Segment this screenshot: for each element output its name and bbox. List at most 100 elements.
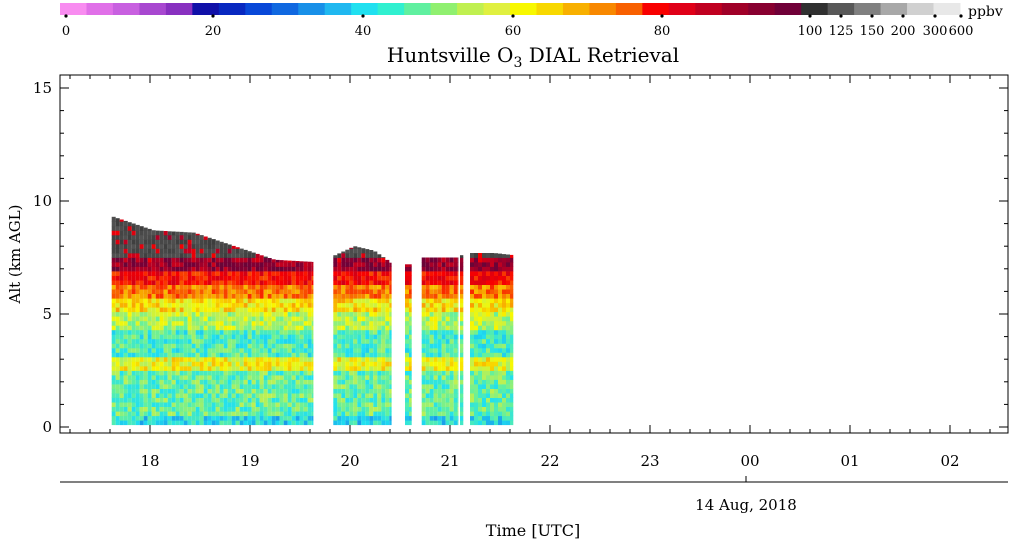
heatmap-cell [131, 379, 136, 385]
heatmap-cell [183, 329, 188, 335]
heatmap-cell [385, 352, 390, 358]
heatmap-cell [295, 329, 300, 335]
heatmap-cell [171, 253, 176, 258]
heatmap-cell [119, 234, 124, 240]
x-axis-ticks: 18 19 20 21 22 23 00 01 02 [69, 75, 991, 470]
heatmap-cell [502, 366, 506, 371]
heatmap-cell [389, 402, 392, 407]
heatmap-cell [291, 298, 296, 304]
heatmap-cell [199, 397, 204, 403]
heatmap-cell [147, 325, 152, 331]
heatmap-cell [453, 343, 458, 349]
heatmap-cell [474, 397, 478, 403]
heatmap-cell [377, 366, 382, 371]
x-tick-label: 22 [540, 452, 559, 470]
heatmap-cell [207, 243, 212, 249]
heatmap-cell [171, 266, 176, 272]
heatmap-cell [291, 289, 296, 294]
heatmap-cell [291, 280, 296, 285]
heatmap-cell [179, 338, 184, 344]
colorbar-tick [839, 14, 843, 18]
heatmap-cell [187, 275, 192, 281]
heatmap-cell [369, 393, 374, 398]
heatmap-cell [353, 379, 358, 385]
heatmap-cell [287, 415, 292, 421]
heatmap-cell [486, 388, 490, 394]
heatmap-cell [235, 311, 240, 317]
heatmap-cell [494, 275, 498, 281]
heatmap-cell [441, 366, 446, 371]
heatmap-cell [474, 420, 478, 426]
heatmap-cell [195, 338, 200, 344]
heatmap-cell [341, 352, 346, 358]
heatmap-cell [486, 334, 490, 340]
heatmap-cell [425, 307, 430, 313]
heatmap-cell [251, 302, 256, 308]
heatmap-cell [243, 388, 248, 394]
colorbar-swatch [60, 3, 87, 15]
heatmap-cell [377, 393, 382, 398]
heatmap-cell [279, 298, 284, 304]
heatmap-cell [175, 298, 180, 304]
heatmap-cell [179, 231, 184, 236]
heatmap-cell [211, 266, 216, 272]
heatmap-cell [291, 325, 296, 331]
heatmap-cell [457, 420, 459, 426]
heatmap-cell [231, 411, 236, 417]
heatmap-cell [271, 338, 276, 344]
heatmap-cell [151, 334, 156, 340]
heatmap-cell [405, 343, 409, 349]
heatmap-cell [445, 352, 450, 358]
heatmap-cell [159, 302, 164, 308]
heatmap-cell [333, 316, 338, 322]
heatmap-cell [215, 240, 220, 245]
heatmap-cell [267, 338, 272, 344]
heatmap-cell [453, 352, 458, 358]
heatmap-cell [279, 343, 284, 349]
heatmap-cell [337, 329, 342, 335]
heatmap-cell [433, 420, 438, 426]
heatmap-cell [425, 257, 430, 263]
heatmap-cell [183, 334, 188, 340]
heatmap-cell [385, 411, 390, 417]
heatmap-cell [361, 402, 366, 407]
heatmap-cell [337, 271, 342, 276]
heatmap-cell [139, 384, 144, 389]
heatmap-cell [389, 338, 392, 344]
heatmap-cell [303, 356, 308, 362]
heatmap-cell [345, 329, 350, 335]
heatmap-cell [191, 420, 196, 426]
heatmap-cell [271, 298, 276, 304]
heatmap-cell [211, 411, 216, 417]
heatmap-cell [381, 325, 386, 331]
heatmap-cell [291, 388, 296, 394]
heatmap-cell [155, 343, 160, 349]
heatmap-cell [127, 325, 132, 331]
heatmap-cell [478, 384, 482, 389]
heatmap-cell [219, 366, 224, 371]
heatmap-cell [299, 311, 304, 317]
heatmap-cell [437, 275, 442, 281]
heatmap-cell [231, 361, 236, 367]
heatmap-cell [345, 302, 350, 308]
heatmap-cell [263, 347, 268, 353]
heatmap-cell [478, 257, 482, 263]
heatmap-cell [445, 338, 450, 344]
heatmap-cell [457, 347, 459, 353]
heatmap-cell [445, 266, 450, 272]
heatmap-cell [437, 262, 442, 267]
heatmap-cell [389, 320, 392, 326]
heatmap-cell [143, 298, 148, 304]
heatmap-cell [494, 420, 498, 426]
heatmap-cell [255, 311, 260, 317]
heatmap-cell [502, 420, 506, 426]
heatmap-cell [303, 375, 308, 380]
heatmap-cell [353, 266, 358, 272]
heatmap-cell [506, 334, 510, 340]
heatmap-cell [119, 257, 124, 263]
heatmap-cell [183, 234, 188, 240]
heatmap-cell [151, 239, 156, 245]
heatmap-cell [147, 397, 152, 403]
heatmap-cell [283, 329, 288, 335]
heatmap-cell [405, 411, 409, 417]
